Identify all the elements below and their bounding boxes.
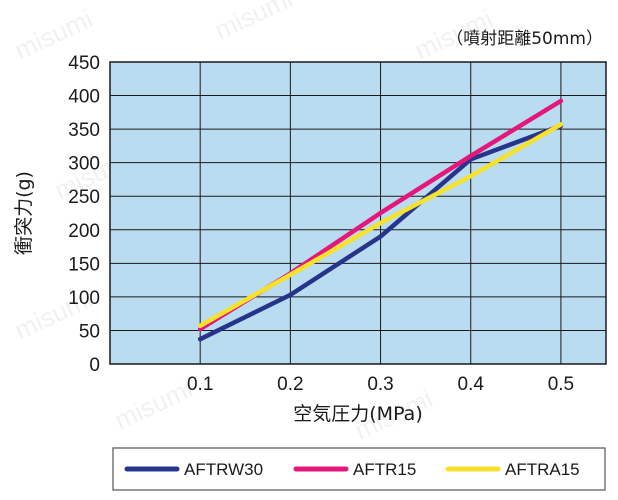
- y-tick-label: 50: [79, 321, 100, 342]
- y-tick-label: 350: [68, 120, 100, 141]
- x-axis-title: 空気圧力(MPa): [293, 403, 422, 425]
- y-tick-label: 150: [68, 254, 100, 275]
- y-axis-title: 衝突力(g): [13, 171, 35, 255]
- data-point-aftr15: [378, 210, 383, 216]
- y-tick-label: 200: [68, 221, 100, 242]
- data-point-aftr15: [197, 326, 203, 332]
- y-tick-label: 400: [68, 87, 100, 108]
- chart-note: （噴射距離50mm）: [446, 29, 603, 49]
- series-layer: [197, 98, 564, 342]
- y-tick-labels: 0 50 100 150 200 250 300 350 400 450: [68, 53, 100, 376]
- y-tick-label: 250: [68, 187, 100, 208]
- data-point-aftra15: [558, 122, 564, 127]
- legend-label-aftrw30: AFTRW30: [184, 460, 263, 479]
- x-tick-labels: 0.1 0.2 0.3 0.4 0.5: [187, 374, 574, 395]
- x-tick-label: 0.5: [548, 374, 574, 395]
- y-tick-label: 300: [68, 154, 100, 175]
- x-tick-label: 0.4: [458, 374, 485, 395]
- data-point-aftrw30: [197, 336, 203, 342]
- x-tick-label: 0.2: [277, 374, 303, 395]
- legend-box: [112, 447, 606, 491]
- data-point-aftr15: [558, 98, 564, 104]
- data-point-aftra15: [378, 220, 383, 226]
- plot-frame: [109, 61, 607, 365]
- data-point-aftr15: [468, 153, 473, 159]
- legend: AFTRW30 AFTR15 AFTRA15: [112, 447, 606, 491]
- data-point-aftra15: [468, 173, 473, 179]
- plot-area: [110, 62, 606, 364]
- data-point-aftrw30: [378, 234, 383, 239]
- data-point-aftra15: [288, 272, 293, 277]
- watermark-text: misumi: [110, 373, 197, 435]
- y-tick-label: 0: [89, 355, 100, 376]
- data-point-aftra15: [197, 323, 203, 328]
- watermark-text: misumi: [210, 0, 297, 45]
- y-tick-label: 450: [68, 53, 100, 74]
- x-tick-label: 0.1: [187, 374, 213, 395]
- legend-label-aftr15: AFTR15: [353, 460, 416, 479]
- x-tick-label: 0.3: [367, 374, 393, 395]
- data-point-aftrw30: [288, 292, 293, 298]
- y-tick-label: 100: [68, 288, 100, 309]
- legend-label-aftra15: AFTRA15: [505, 460, 580, 479]
